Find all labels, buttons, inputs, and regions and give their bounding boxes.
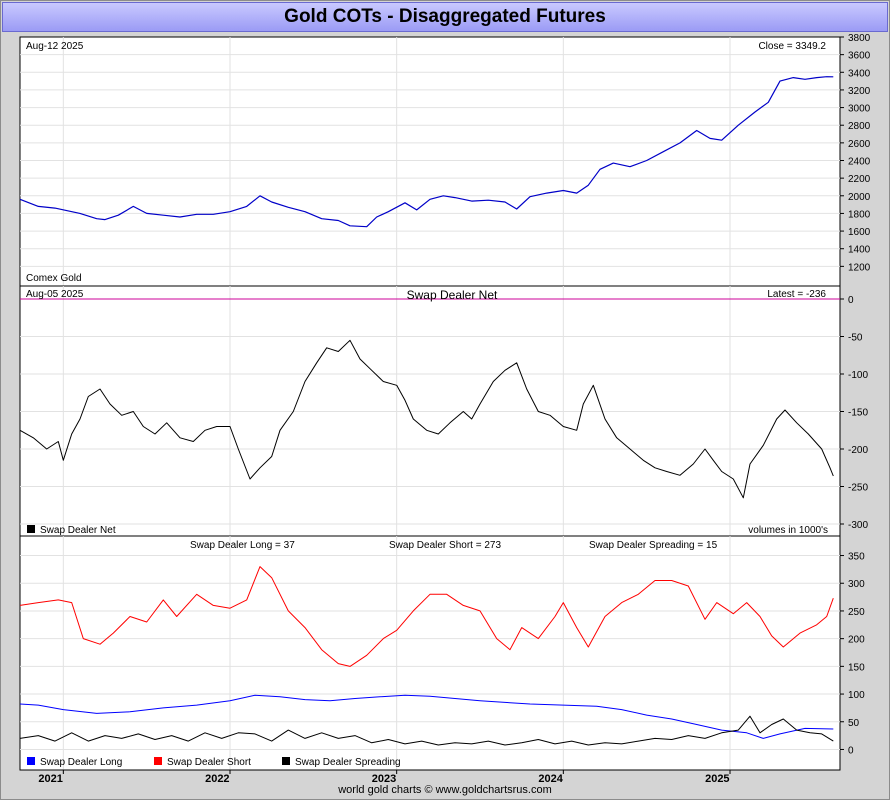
price-close-label: Close = 3349.2 — [758, 41, 826, 52]
legend-long-swatch — [27, 757, 35, 765]
y-tick-label: 100 — [848, 690, 865, 701]
y-tick-label: 2800 — [848, 121, 871, 132]
y-tick-label: 0 — [848, 295, 854, 306]
components-panel — [19, 535, 841, 771]
chart-title: Gold COTs - Disaggregated Futures — [284, 6, 606, 27]
price-date-label: Aug-12 2025 — [26, 41, 84, 52]
y-tick-label: 2600 — [848, 139, 871, 150]
y-tick-label: 2400 — [848, 157, 871, 168]
y-tick-label: 2000 — [848, 192, 871, 203]
x-tick-label: 2025 — [705, 773, 729, 785]
price-panel-content: 1200 1400 1600 1800 2000 2200 2400 2600 2800 3000… — [19, 33, 871, 286]
long-header-label: Swap Dealer Long = 37 — [190, 540, 295, 551]
y-tick-label: 3600 — [848, 51, 871, 62]
y-tick-label: -250 — [848, 483, 868, 494]
footer-credit: world gold charts © www.goldchartsrus.co… — [338, 784, 552, 796]
net-legend-swatch — [27, 525, 35, 533]
spreading-header-label: Swap Dealer Spreading = 15 — [589, 540, 718, 551]
y-tick-label: 1200 — [848, 262, 871, 273]
volumes-label: volumes in 1000's — [748, 525, 828, 536]
net-date-label: Aug-05 2025 — [26, 289, 84, 300]
swap-dealer-net-line — [19, 339, 834, 499]
y-tick-label: 3200 — [848, 86, 871, 97]
swap-dealer-short-line — [19, 566, 834, 667]
swap-dealer-long-line — [19, 694, 834, 739]
components-panel-content: 0 50 100 150 200 250 300 350 — [19, 536, 865, 770]
swap-dealer-spreading-line — [19, 715, 834, 746]
net-latest-label: Latest = -236 — [767, 289, 826, 300]
x-tick-label: 2022 — [205, 773, 229, 785]
y-tick-label: 1800 — [848, 209, 871, 220]
y-tick-label: -150 — [848, 408, 868, 419]
x-tick-label: 2024 — [538, 773, 563, 785]
y-tick-label: 1400 — [848, 245, 871, 256]
y-tick-label: -100 — [848, 370, 868, 381]
y-tick-label: -50 — [848, 333, 863, 344]
x-tick-label: 2021 — [38, 773, 62, 785]
net-panel-content: 0 -50 -100 -150 -200 -250 -300 — [19, 286, 868, 536]
short-header-label: Swap Dealer Short = 273 — [389, 540, 501, 551]
price-panel — [19, 36, 841, 287]
y-tick-label: 3000 — [848, 104, 871, 115]
x-tick-label: 2023 — [372, 773, 396, 785]
y-tick-label: 3800 — [848, 33, 871, 44]
price-line — [19, 76, 834, 228]
y-tick-label: 0 — [848, 745, 854, 756]
net-panel-title: Swap Dealer Net — [407, 288, 498, 302]
y-tick-label: 250 — [848, 607, 865, 618]
legend-short-swatch — [154, 757, 162, 765]
legend-spreading-swatch — [282, 757, 290, 765]
y-tick-label: 200 — [848, 635, 865, 646]
y-tick-label: 3400 — [848, 68, 871, 79]
y-tick-label: 50 — [848, 718, 860, 729]
y-tick-label: 1600 — [848, 227, 871, 238]
legend-short-label: Swap Dealer Short — [167, 757, 251, 768]
y-tick-label: 2200 — [848, 174, 871, 185]
legend-long-label: Swap Dealer Long — [40, 757, 122, 768]
net-legend-label: Swap Dealer Net — [40, 525, 116, 536]
y-tick-label: 300 — [848, 579, 865, 590]
title-bar: Gold COTs - Disaggregated Futures — [2, 2, 888, 32]
y-tick-label: -300 — [848, 520, 868, 531]
y-tick-label: 350 — [848, 552, 865, 563]
x-axis: 2021 2022 2023 2024 2025 — [20, 769, 840, 785]
y-tick-label: 150 — [848, 662, 865, 673]
legend-spreading-label: Swap Dealer Spreading — [295, 757, 401, 768]
comex-gold-label: Comex Gold — [26, 273, 82, 284]
y-tick-label: -200 — [848, 445, 868, 456]
